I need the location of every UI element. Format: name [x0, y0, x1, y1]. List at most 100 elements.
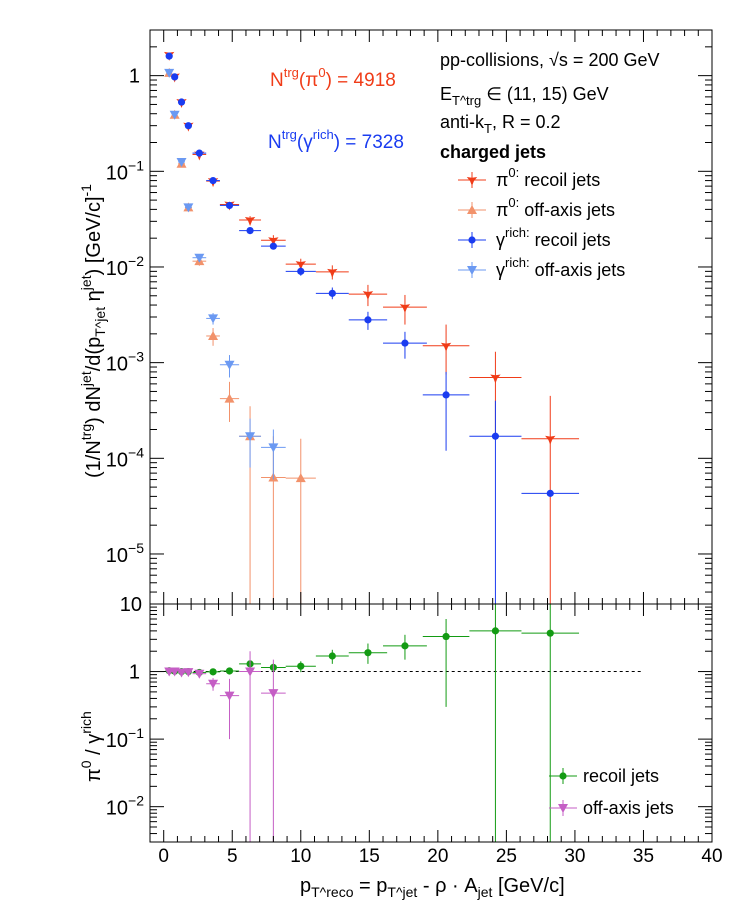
charged-jets-label: charged jets [440, 142, 546, 162]
x-tick-label: 5 [227, 846, 238, 867]
upper-data-point [269, 242, 277, 250]
x-tick-label: 20 [427, 846, 448, 867]
x-tick-label: 15 [359, 846, 380, 867]
upper-y-tick-label: 10−1 [106, 157, 144, 184]
lower-y-tick-label: 10−1 [106, 725, 144, 752]
upper-plot-frame [149, 29, 713, 605]
x-tick-label: 10 [290, 846, 311, 867]
legend-marker [467, 205, 477, 214]
x-tick-label: 35 [633, 846, 654, 867]
lower-data-point [225, 667, 234, 675]
upper-data-point [442, 391, 450, 399]
lower-data-point [208, 679, 219, 689]
legend-marker [558, 804, 568, 813]
upper-series-2 [165, 52, 580, 604]
upper-data-point [328, 289, 336, 297]
lower-legend-label: recoil jets [583, 766, 659, 786]
legend-label: π0: off-axis jets [496, 195, 615, 220]
legend-label: γrich: recoil jets [496, 225, 611, 250]
lower-plot-frame [149, 603, 713, 843]
lower-legend-entry [549, 768, 577, 784]
upper-data-point [268, 443, 279, 453]
upper-data-point [171, 73, 179, 81]
lower-series-1 [164, 651, 286, 842]
upper-y-tick-label: 10−2 [106, 253, 144, 280]
lower-legend-entry [549, 800, 577, 816]
x-axis-label: pT^reco = pT^jet - ρ · Ajet [GeV/c] [300, 875, 565, 900]
n-trigger-gamma-label: Ntrg(γrich) = 7328 [268, 127, 404, 153]
upper-y-tick-label: 10−4 [106, 444, 144, 471]
upper-y-tick-label: 10−3 [106, 349, 144, 376]
lower-data-point [268, 689, 279, 699]
upper-data-point [246, 227, 254, 235]
upper-data-point [268, 237, 279, 247]
legend-label: π0: recoil jets [496, 165, 600, 190]
upper-data-point [295, 473, 306, 483]
lower-data-point [401, 642, 409, 650]
upper-data-point [164, 68, 175, 78]
lower-data-point [546, 629, 554, 637]
legend-marker [468, 236, 476, 244]
lower-data-point [176, 668, 187, 678]
legend-label: γrich: off-axis jets [496, 255, 625, 280]
lower-data-point [297, 662, 305, 670]
legend-entry [458, 202, 486, 218]
legend-entry [458, 232, 486, 248]
n-trigger-pi0-label: Ntrg(π0) = 4918 [270, 65, 396, 91]
upper-data-point [224, 360, 235, 370]
lower-data-point [209, 668, 217, 676]
upper-data-point [165, 52, 173, 60]
upper-data-point [194, 253, 205, 263]
lower-data-point [194, 669, 205, 679]
upper-data-point [295, 261, 306, 271]
upper-data-point [177, 98, 186, 106]
upper-data-point [545, 435, 556, 445]
upper-data-point [245, 432, 256, 442]
upper-data-point [195, 149, 203, 157]
lower-data-point [169, 667, 180, 677]
lower-data-point [328, 652, 336, 660]
upper-data-point [401, 339, 409, 347]
lower-y-tick-label: 1 [129, 662, 140, 684]
lower-data-point [491, 627, 500, 635]
upper-data-point [244, 216, 256, 226]
upper-data-point [183, 203, 194, 213]
lower-data-point [364, 649, 372, 657]
x-tick-label: 0 [158, 846, 169, 867]
upper-data-point [184, 122, 192, 130]
trigger-energy-label: ET^trg ∈ (11, 15) GeV [440, 84, 609, 108]
upper-data-point [327, 268, 338, 278]
collision-system-label: pp-collisions, √s = 200 GeV [440, 50, 660, 70]
upper-series-3 [164, 68, 286, 480]
upper-data-point [297, 267, 305, 275]
lower-data-point [183, 668, 194, 678]
lower-data-point [442, 632, 450, 641]
upper-series-1 [164, 67, 316, 604]
upper-data-point [169, 110, 180, 120]
upper-data-point [209, 176, 217, 185]
legend-marker [559, 772, 567, 780]
upper-data-point [490, 374, 501, 384]
lower-y-axis-label: π0 / γrich [78, 711, 105, 782]
upper-y-tick-label: 10−5 [106, 540, 144, 567]
upper-data-point [176, 158, 187, 168]
upper-data-point [225, 201, 234, 210]
x-tick-label: 25 [496, 846, 517, 867]
upper-data-point [208, 314, 219, 324]
legend-marker [466, 177, 478, 186]
upper-data-point [224, 393, 235, 403]
x-tick-label: 40 [701, 846, 722, 867]
upper-data-point [440, 342, 452, 352]
lower-legend-label: off-axis jets [583, 798, 674, 818]
lower-y-tick-label: 10−2 [106, 793, 144, 820]
lower-data-point [245, 667, 256, 677]
lower-y-tick-label: 10 [120, 594, 142, 616]
upper-data-point [491, 432, 500, 440]
jet-algorithm-label: anti-kT, R = 0.2 [440, 112, 561, 136]
lower-series-0 [165, 604, 580, 842]
upper-data-point [399, 304, 411, 314]
upper-data-point [208, 330, 219, 340]
legend-marker [467, 266, 477, 275]
upper-data-point [364, 316, 372, 324]
